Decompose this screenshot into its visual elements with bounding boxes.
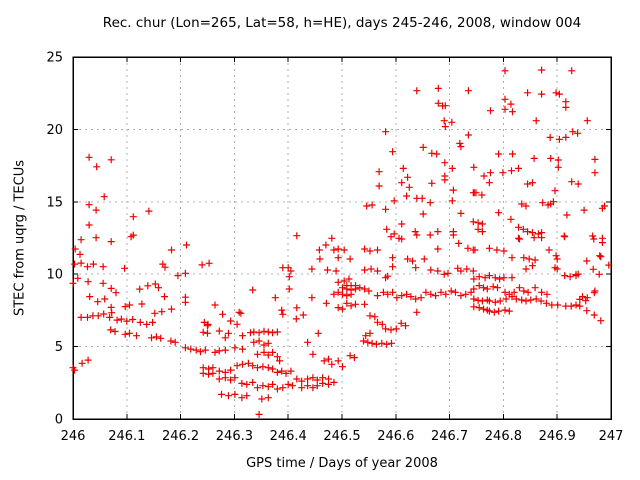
y-tick-label: 0 — [55, 413, 63, 428]
x-tick-label: 246.2 — [162, 429, 199, 444]
y-tick-label: 10 — [46, 268, 63, 283]
plot-border — [72, 56, 612, 420]
x-tick-label: 247 — [599, 429, 624, 444]
y-tick-label: 15 — [46, 195, 63, 210]
data-points — [69, 66, 613, 418]
chart-title: Rec. chur (Lon=265, Lat=58, h=HE), days … — [102, 15, 582, 31]
y-tick-label: 5 — [55, 340, 63, 355]
x-tick-label: 246.1 — [108, 429, 145, 444]
y-tick-label: 20 — [46, 123, 63, 138]
x-tick-label: 246.6 — [377, 429, 414, 444]
x-tick-label: 246.8 — [485, 429, 522, 444]
x-axis-label: GPS time / Days of year 2008 — [246, 456, 438, 471]
x-tick-label: 246.3 — [216, 429, 253, 444]
x-tick-label: 246.4 — [270, 429, 307, 444]
x-tick-label: 246 — [61, 429, 86, 444]
y-tick-label: 25 — [46, 51, 63, 66]
x-tick-label: 246.7 — [431, 429, 468, 444]
x-tick-label: 246.9 — [539, 429, 576, 444]
x-tick-label: 246.5 — [323, 429, 360, 444]
